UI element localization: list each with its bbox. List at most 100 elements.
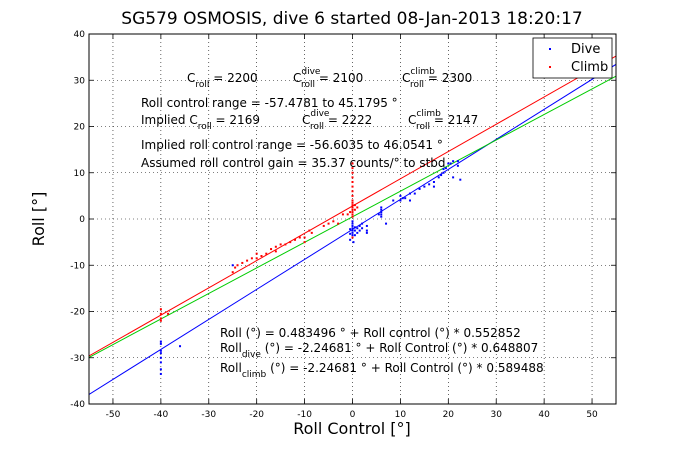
implied-default: Implied Croll = 2169 <box>141 113 260 132</box>
dive-point <box>401 197 404 200</box>
climb-point <box>265 252 268 255</box>
dive-point <box>349 238 352 241</box>
climb-point <box>274 250 277 253</box>
calibration-annotations: Croll = 2200 Cdive roll = 2100 Cclimb roll… <box>141 67 544 380</box>
climb-point <box>351 206 354 209</box>
dive-point <box>358 224 361 227</box>
center-dive: Cdive roll = 2100 <box>293 67 363 90</box>
dive-point <box>428 183 431 186</box>
climb-point <box>250 257 253 260</box>
dive-point <box>399 199 402 202</box>
climb-point <box>351 236 354 239</box>
climb-point <box>351 211 354 214</box>
climb-point <box>274 245 277 248</box>
dive-point <box>452 160 455 163</box>
y-tick-label: 0 <box>79 215 85 225</box>
dive-point <box>418 187 421 190</box>
x-tick-label: 20 <box>443 410 455 420</box>
implied-range-line: Implied roll control range = -56.6035 to… <box>141 138 443 152</box>
climb-point <box>308 229 311 232</box>
dive-point <box>358 229 361 232</box>
dive-point <box>380 215 383 218</box>
dive-point <box>413 192 416 195</box>
dive-point <box>392 199 395 202</box>
dive-point <box>423 185 426 188</box>
implied-dive: Cdive roll = 2222 <box>302 109 372 132</box>
fit-equation-dive: Rolldive (°) = -2.24681 ° + Roll Control… <box>220 341 538 360</box>
climb-point <box>310 231 313 234</box>
dive-point <box>408 192 411 195</box>
climb-point <box>246 259 249 262</box>
center-default: Croll = 2200 <box>187 71 258 90</box>
dive-point <box>159 368 162 371</box>
x-tick-label: -10 <box>297 410 312 420</box>
dive-point <box>351 231 354 234</box>
legend-marker-climb <box>549 66 551 68</box>
fit-equation-climb: Rollclimb (°) = -2.24681 ° + Roll Contro… <box>220 361 544 380</box>
dive-point <box>432 181 435 183</box>
dive-point <box>361 227 364 230</box>
climb-point <box>255 257 258 260</box>
climb-point <box>294 238 297 241</box>
climb-point <box>351 204 354 207</box>
legend: Dive Climb <box>532 37 613 79</box>
climb-point <box>351 190 354 193</box>
y-tick-label: 20 <box>74 123 86 133</box>
dive-point <box>456 164 459 167</box>
x-tick-label: -50 <box>106 410 121 420</box>
climb-point <box>346 213 349 216</box>
dive-point <box>365 224 368 227</box>
x-tick-label: 0 <box>350 410 356 420</box>
dive-point <box>349 232 352 235</box>
climb-point <box>159 308 162 311</box>
climb-point <box>303 236 306 239</box>
climb-point <box>167 312 170 315</box>
dive-point <box>353 229 356 232</box>
y-tick-label: -20 <box>70 308 85 318</box>
implied-climb: Cclimb roll = 2147 <box>408 109 478 132</box>
x-axis-label: Roll Control [°] <box>293 419 411 438</box>
climb-point <box>159 312 162 315</box>
climb-point <box>351 215 354 218</box>
dive-point <box>377 213 380 216</box>
gain-line: Assumed roll control gain = 35.37 counts… <box>141 156 446 170</box>
dive-point <box>449 162 452 165</box>
climb-point <box>241 261 244 264</box>
dive-point <box>365 229 368 232</box>
climb-point <box>351 185 354 188</box>
climb-point <box>356 206 359 209</box>
legend-marker-dive <box>549 48 551 50</box>
legend-label-dive: Dive <box>571 42 600 57</box>
dive-point <box>399 194 402 197</box>
dive-point <box>437 176 440 179</box>
climb-point <box>159 319 162 322</box>
y-tick-label: 10 <box>74 169 86 179</box>
x-tick-label: -30 <box>201 410 216 420</box>
legend-box <box>532 37 613 79</box>
climb-point <box>351 171 354 174</box>
y-axis-label: Roll [°] <box>29 192 48 247</box>
dive-point <box>351 220 354 223</box>
dive-point <box>456 160 459 163</box>
climb-point <box>351 213 354 216</box>
dive-point <box>442 171 445 174</box>
y-tick-label: -30 <box>70 354 85 364</box>
x-tick-label: 50 <box>586 410 598 420</box>
dive-point <box>349 228 352 231</box>
axis-ticks: -50 -40 -30 -20 -10 0 10 20 30 40 50 -40 -30 -20 -10 0 1… <box>70 30 616 420</box>
y-tick-label: -40 <box>70 400 85 410</box>
climb-point <box>353 208 356 211</box>
dive-point <box>459 178 462 181</box>
climb-point <box>353 204 356 207</box>
climb-point <box>341 213 344 216</box>
climb-point <box>332 220 335 223</box>
dive-point <box>351 224 354 227</box>
climb-point <box>255 252 258 255</box>
dive-point <box>440 174 443 177</box>
climb-point <box>351 176 354 179</box>
dive-point <box>352 241 355 244</box>
climb-point <box>279 243 282 246</box>
dive-point <box>159 356 162 359</box>
climb-point <box>351 199 354 202</box>
